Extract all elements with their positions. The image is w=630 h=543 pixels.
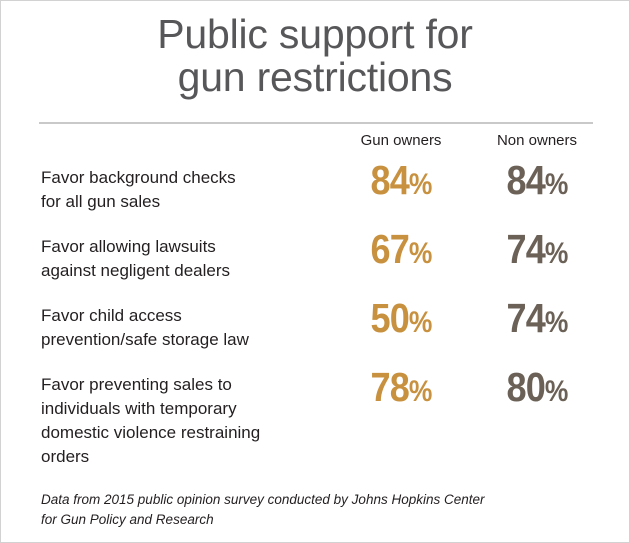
page-title-line-2: gun restrictions [177, 54, 453, 100]
page-title: Public support for gun restrictions [1, 1, 629, 99]
column-header-non-owners: Non owners [496, 132, 578, 149]
page-title-line-1: Public support for [157, 11, 473, 57]
value-number: 74 [506, 295, 546, 341]
value-non-owners: 74% [475, 226, 598, 277]
percent-sign: % [408, 168, 432, 201]
table-row: Favor preventing sales to individuals wi… [1, 364, 629, 469]
table-row: Favor allowing lawsuits against negligen… [1, 226, 629, 283]
row-values: 78% 80% [341, 364, 629, 416]
table-row: Favor background checks for all gun sale… [1, 157, 629, 214]
row-values: 50% 74% [341, 295, 629, 347]
value-number: 78 [370, 364, 410, 410]
value-number: 84 [370, 157, 410, 203]
percent-sign: % [544, 375, 568, 408]
row-label: Favor allowing lawsuits against negligen… [41, 237, 231, 280]
table-row: Favor child access prevention/safe stora… [1, 295, 629, 352]
percent-sign: % [408, 306, 432, 339]
percent-sign: % [544, 168, 568, 201]
value-gun-owners: 67% [339, 226, 462, 277]
value-non-owners: 84% [475, 157, 598, 208]
value-gun-owners: 78% [339, 364, 462, 415]
column-header-row: Gun owners Non owners [1, 132, 629, 154]
value-number: 67 [370, 226, 410, 272]
value-non-owners: 74% [475, 295, 598, 346]
source-footnote: Data from 2015 public opinion survey con… [41, 492, 485, 527]
row-label: Favor child access prevention/safe stora… [41, 306, 249, 349]
row-label: Favor preventing sales to individuals wi… [41, 375, 261, 466]
value-number: 50 [370, 295, 410, 341]
title-divider [39, 122, 593, 124]
row-values: 84% 84% [341, 157, 629, 209]
value-number: 74 [506, 226, 546, 272]
percent-sign: % [544, 306, 568, 339]
percent-sign: % [408, 375, 432, 408]
value-number: 80 [506, 364, 546, 410]
data-rows: Favor background checks for all gun sale… [1, 157, 629, 487]
column-header-gun-owners: Gun owners [360, 132, 442, 149]
value-gun-owners: 84% [339, 157, 462, 208]
value-non-owners: 80% [475, 364, 598, 415]
percent-sign: % [544, 237, 568, 270]
row-values: 67% 74% [341, 226, 629, 278]
percent-sign: % [408, 237, 432, 270]
value-gun-owners: 50% [339, 295, 462, 346]
row-label: Favor background checks for all gun sale… [41, 168, 236, 211]
value-number: 84 [506, 157, 546, 203]
